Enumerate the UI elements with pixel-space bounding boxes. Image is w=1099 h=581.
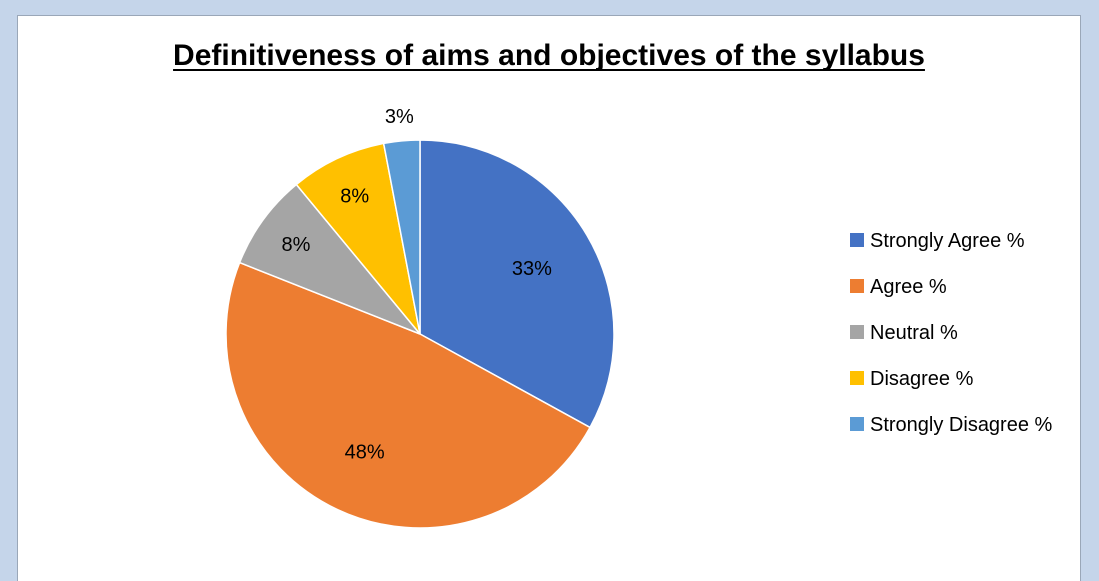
data-label-agree: 48% [345, 442, 385, 464]
pie-slice-strongly-agree [419, 139, 615, 429]
pie-slice-agree [225, 261, 592, 529]
data-label-strongly-disagree: 3% [385, 106, 414, 128]
legend-swatch-disagree [850, 371, 864, 385]
data-label-disagree: 8% [340, 185, 369, 207]
chart-title: Definitiveness of aims and objectives of… [173, 39, 925, 72]
data-label-strongly-agree: 33% [512, 258, 552, 280]
legend-swatch-strongly-agree [850, 233, 864, 247]
data-label-neutral: 8% [282, 234, 311, 256]
legend-label-strongly-disagree: Strongly Disagree % [870, 414, 1053, 436]
legend-swatch-neutral [850, 325, 864, 339]
pie-slice-strongly-disagree [382, 139, 421, 335]
chart-legend: Strongly Agree % Agree % Neutral % Disagree… [850, 230, 1053, 436]
legend-swatch-strongly-disagree [850, 417, 864, 431]
pie-slice-neutral [238, 183, 421, 335]
legend-label-disagree: Disagree % [870, 368, 974, 390]
legend-label-neutral: Neutral % [870, 322, 958, 344]
pie-slice-disagree [295, 142, 421, 335]
pie-data-labels: 33% 48% 8% 8% 3% [282, 106, 553, 464]
pie-slices [225, 139, 615, 529]
legend-label-strongly-agree: Strongly Agree % [870, 230, 1025, 252]
legend-label-agree: Agree % [870, 276, 947, 298]
legend-swatch-agree [850, 279, 864, 293]
